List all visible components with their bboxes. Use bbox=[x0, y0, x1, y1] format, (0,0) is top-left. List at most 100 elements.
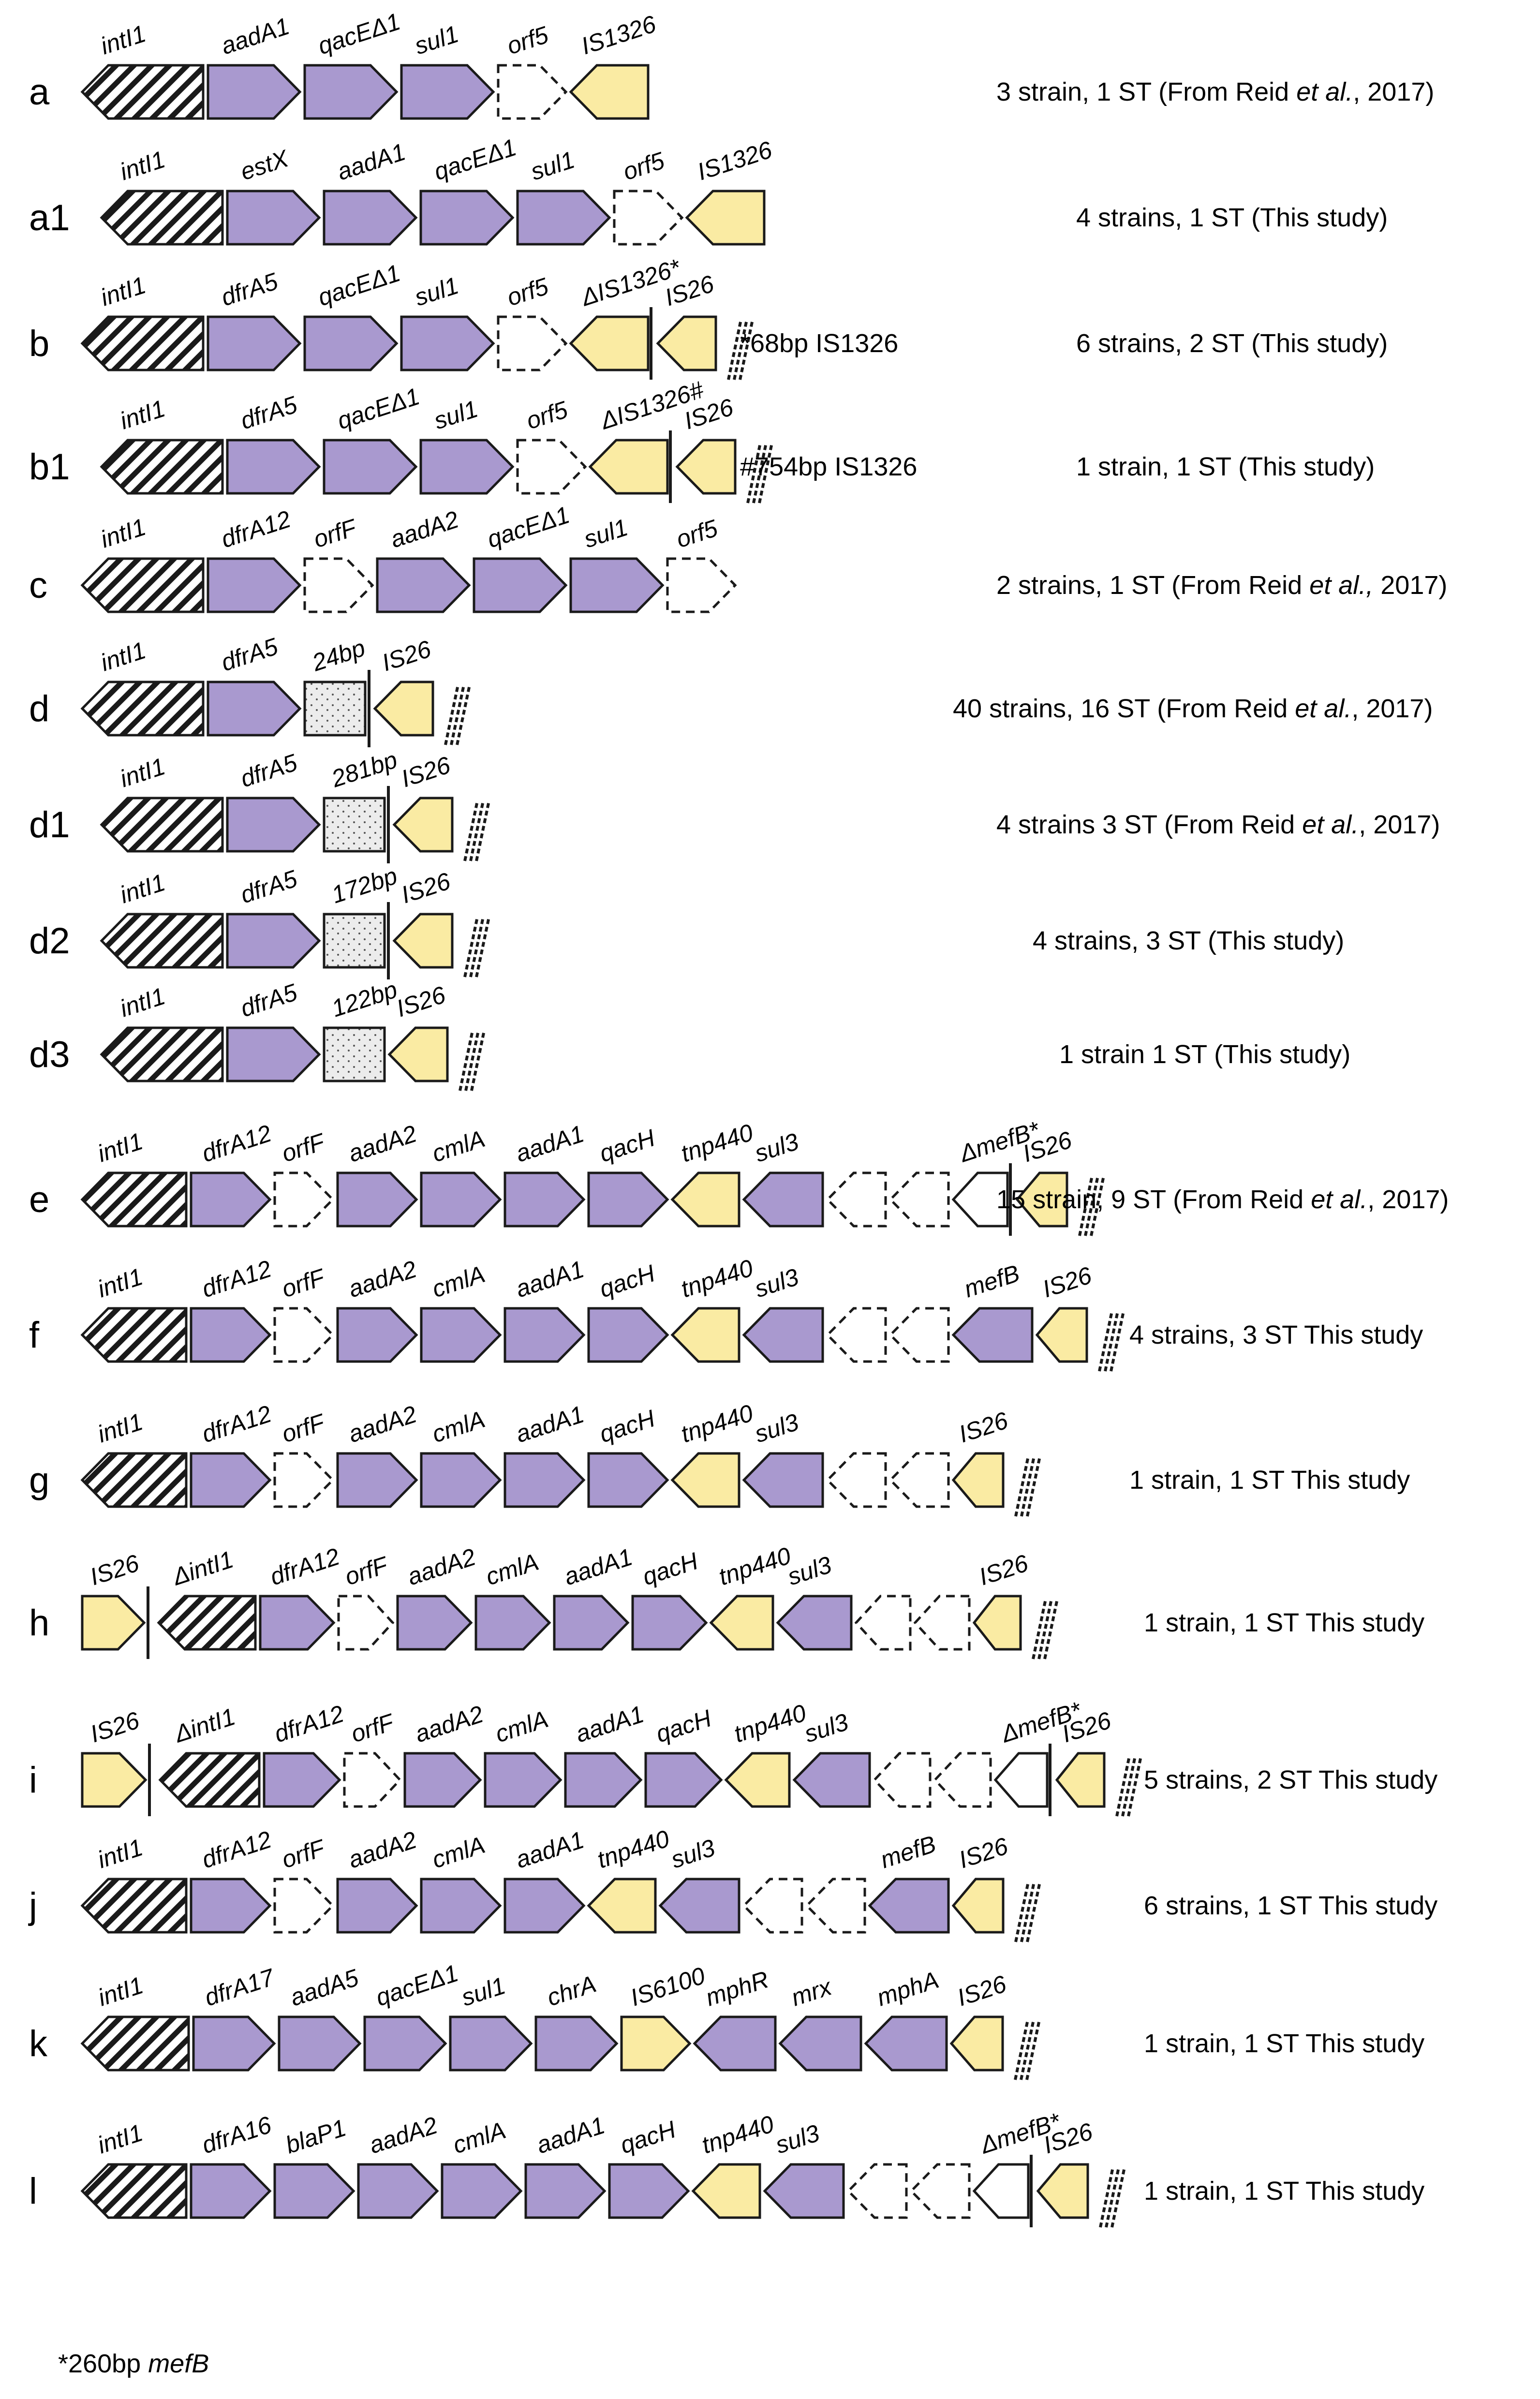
gene-label: qacEΔ1 bbox=[484, 501, 573, 553]
gene-aada2: aadA2 bbox=[336, 1120, 420, 1228]
gene-label: sul1 bbox=[411, 272, 462, 311]
gene-sul1: sul1 bbox=[449, 1972, 533, 2072]
gene-281bp: 281bp bbox=[323, 746, 400, 863]
gene-aada1: aadA1 bbox=[503, 1401, 587, 1508]
row-description: 1 strain, 1 ST (This study) bbox=[1076, 452, 1375, 481]
gene-label: orfF bbox=[341, 1551, 392, 1590]
gene-label: tnp440 bbox=[731, 1699, 810, 1748]
cassette-row-b: b intI1 dfrA5 qacEΔ1 sul1 orf5 ΔIS1326*IS26*68… bbox=[29, 253, 1388, 380]
row-note: *68bp IS1326 bbox=[740, 329, 898, 358]
gene-label: cmlA bbox=[482, 1548, 542, 1591]
gene-label: aadA2 bbox=[366, 2111, 441, 2159]
row-label: i bbox=[29, 1760, 37, 1801]
gene-truncated-orf bbox=[826, 1171, 887, 1228]
gene-cmla: cmlA bbox=[474, 1548, 551, 1651]
gene-tnp440: tnp440 bbox=[670, 1254, 756, 1363]
gene-mphr: mphR bbox=[693, 1966, 777, 2072]
gene-label: sul3 bbox=[751, 1263, 802, 1303]
footnote: *260bp mefB bbox=[58, 2349, 209, 2378]
gene-is6100: IS6100 bbox=[620, 1962, 709, 2072]
row-description: 5 strains, 2 ST This study bbox=[1144, 1765, 1437, 1794]
gene-dfra5: dfrA5 bbox=[226, 865, 321, 969]
gene-truncated-orf bbox=[826, 1452, 887, 1508]
gene-label: sul3 bbox=[751, 1408, 802, 1448]
gene-label: qacH bbox=[639, 1547, 701, 1591]
row-label: b bbox=[29, 323, 49, 364]
row-description: 15 strain, 9 ST (From Reid et al., 2017) bbox=[996, 1185, 1449, 1214]
gene-truncated-orf bbox=[805, 1878, 866, 1934]
gene-label: aadA2 bbox=[345, 1120, 420, 1167]
gene-inti1: intI1 bbox=[80, 1971, 190, 2072]
gene-tnp440: tnp440 bbox=[587, 1825, 673, 1934]
gene-label: dfrA5 bbox=[237, 749, 300, 792]
gene-orff: orfF bbox=[337, 1551, 395, 1651]
gene-label: IS26 bbox=[1039, 1261, 1095, 1303]
gene-inti1: intI1 bbox=[100, 753, 224, 853]
gene-inti1: intI1 bbox=[80, 1263, 188, 1363]
gene-label: qacH bbox=[596, 1124, 658, 1168]
gene-label: aadA2 bbox=[345, 1255, 420, 1303]
gene-orff: orfF bbox=[273, 1263, 335, 1363]
gene-label: cmlA bbox=[429, 1260, 488, 1303]
gene-dfra12: dfrA12 bbox=[190, 1400, 275, 1508]
gene-label: blaP1 bbox=[282, 2114, 349, 2159]
gene-label: dfrA5 bbox=[237, 391, 300, 434]
row-label: a1 bbox=[29, 197, 70, 238]
gene-estx: estX bbox=[226, 145, 321, 246]
gene-label: dfrA12 bbox=[271, 1700, 347, 1748]
gene-label: aadA5 bbox=[287, 1964, 362, 2011]
gene-label: sul3 bbox=[667, 1834, 718, 1874]
gene-mrx: mrx bbox=[778, 1973, 862, 2072]
gene-truncated-orf bbox=[888, 1452, 950, 1508]
gene-truncated-orf bbox=[873, 1752, 932, 1808]
gene-label: mphA bbox=[874, 1966, 942, 2012]
gene-orf5: orf5 bbox=[497, 273, 568, 371]
row-description: 4 strains, 1 ST (This study) bbox=[1076, 203, 1388, 232]
gene-label: aadA1 bbox=[512, 1120, 587, 1168]
gene-label: aadA1 bbox=[533, 2112, 608, 2159]
gene-label: IS26 bbox=[398, 867, 454, 908]
gene-label: estX bbox=[237, 145, 292, 186]
gene-label: qacH bbox=[617, 2116, 679, 2159]
cassette-row-a: a intI1 aadA1 qacEΔ1 sul1 orf5 IS1326 3 strain,… bbox=[29, 8, 1434, 120]
gene-truncated-orf bbox=[742, 1878, 803, 1934]
gene-label: mefB bbox=[961, 1259, 1022, 1303]
gene-label: IS26 bbox=[87, 1549, 142, 1590]
gene-label: qacH bbox=[596, 1259, 658, 1303]
gene-orf5: orf5 bbox=[516, 396, 587, 495]
gene-sul1: sul1 bbox=[516, 146, 611, 246]
gene-dfra12: dfrA12 bbox=[259, 1543, 343, 1651]
gene-sul1: sul1 bbox=[400, 20, 495, 120]
gene-label: dfrA17 bbox=[201, 1963, 278, 2011]
gene-truncated-orf bbox=[846, 2163, 908, 2219]
gene-label: dfrA12 bbox=[198, 1826, 275, 1874]
gene-label: intI1 bbox=[117, 395, 168, 434]
gene-dfra12: dfrA12 bbox=[190, 1120, 275, 1228]
gene-is26: IS26 bbox=[387, 981, 486, 1091]
gene-cmla: cmlA bbox=[420, 1831, 502, 1934]
gene-label: sul1 bbox=[527, 146, 578, 186]
gene-qach: qacH bbox=[587, 1259, 669, 1363]
gene-label: qacEΔ1 bbox=[372, 1959, 461, 2011]
gene-qace-1: qacEΔ1 bbox=[303, 259, 403, 371]
gene-aada1: aadA1 bbox=[323, 138, 418, 246]
gene-label: aadA2 bbox=[387, 505, 462, 553]
cassette-row-b1: b1 intI1 dfrA5 qacEΔ1 sul1 orf5 ΔIS1326#IS26#7… bbox=[29, 376, 1375, 503]
gene-orff: orfF bbox=[273, 1834, 335, 1934]
gene-label: intI1 bbox=[97, 513, 149, 553]
gene-mefb: mefB bbox=[951, 1259, 1034, 1363]
gene-label: intI1 bbox=[117, 146, 168, 185]
gene-tnp440: tnp440 bbox=[709, 1542, 794, 1651]
gene-qach: qacH bbox=[644, 1704, 723, 1808]
gene-aada1: aadA1 bbox=[207, 13, 302, 120]
row-label: l bbox=[29, 2171, 37, 2212]
gene-label: intI1 bbox=[97, 271, 149, 311]
row-label: f bbox=[29, 1315, 40, 1356]
gene-sul1: sul1 bbox=[569, 514, 665, 613]
gene-label: sul3 bbox=[784, 1551, 835, 1591]
gene-label: cmlA bbox=[429, 1831, 488, 1874]
gene-label: aadA1 bbox=[572, 1701, 647, 1748]
